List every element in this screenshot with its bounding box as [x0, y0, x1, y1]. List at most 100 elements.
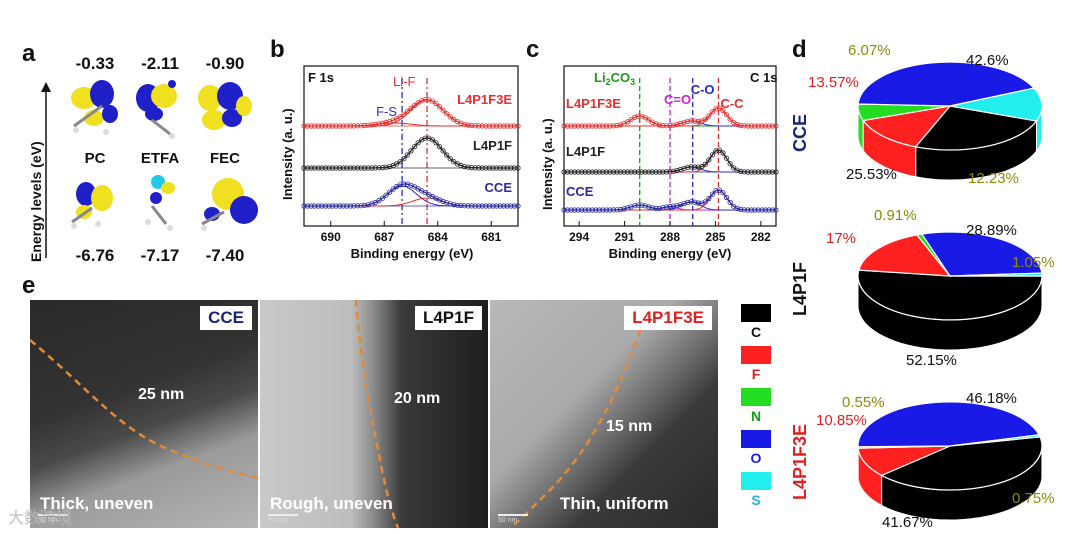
data-point [628, 204, 634, 210]
data-point [383, 192, 389, 198]
data-point [397, 159, 403, 165]
orbital-etfa-homo [145, 175, 175, 231]
pie-slice-O [920, 231, 1043, 277]
series-label-l4p1f3e: L4P1F3E [457, 92, 512, 107]
homo-value-etfa: -7.17 [140, 246, 180, 265]
data-point [390, 186, 396, 192]
data-point [444, 111, 450, 117]
orbital-pc-lumo [71, 80, 118, 135]
pie-slice-C [880, 436, 1043, 491]
legend-s: S [738, 472, 774, 508]
panel-letter-e: e [22, 272, 36, 299]
data-point [447, 114, 453, 120]
tem-thickness-l4p1f3e: 15 nm [606, 418, 653, 435]
x-tick-label-291: 291 [615, 230, 635, 244]
data-point [451, 159, 457, 165]
tem-thickness-l4p1f: 20 nm [394, 390, 441, 407]
orbital-fec-homo [201, 178, 258, 231]
data-point [706, 195, 712, 202]
data-point [702, 199, 708, 205]
data-point [646, 117, 652, 123]
pie-slice-C [857, 269, 1043, 321]
pie-slice-F [858, 234, 952, 277]
series-label-cce: CCE [566, 184, 594, 199]
data-point [713, 148, 719, 154]
data-point [444, 200, 450, 206]
data-point [433, 140, 439, 146]
molecule-label-etfa: ETFA [140, 150, 180, 167]
tem-label-l4p1f3e: L4P1F3E [624, 306, 712, 330]
data-point [628, 116, 634, 123]
pct-cce-c: 25.53% [846, 166, 897, 183]
data-point [408, 105, 414, 112]
data-point [709, 109, 715, 115]
pie-l4p1f [857, 231, 1043, 351]
series-line-L4P1F [564, 149, 776, 173]
x-tick-label-681: 681 [481, 230, 501, 244]
legend-label-o: O [750, 450, 762, 466]
data-point [723, 155, 730, 161]
lumo-value-etfa: -2.11 [141, 54, 179, 73]
data-point [709, 152, 715, 158]
data-point [387, 189, 393, 195]
data-point [458, 120, 464, 126]
series-line-L4P1F3E [564, 107, 776, 127]
legend-f: F [738, 346, 774, 382]
series-line-L4P1F3E [304, 98, 518, 127]
scalebar-cce: 50 nm [38, 514, 68, 524]
tem-thickness-cce: 25 nm [138, 386, 185, 403]
legend-n: N [738, 388, 774, 424]
pie-slice-S [949, 272, 1043, 277]
pie-slice-F [862, 105, 952, 148]
data-point [734, 167, 740, 173]
pie-slice-O [857, 61, 1036, 107]
data-point [632, 114, 638, 121]
orbital-etfa-lumo [136, 80, 177, 139]
pct-cce-n: 6.07% [848, 42, 891, 59]
annotation-c-o: C-O [691, 82, 715, 97]
lumo-value-pc: -0.33 [75, 54, 115, 73]
x-tick-label-294: 294 [569, 230, 589, 244]
data-point [429, 137, 435, 143]
series-label-cce: CCE [485, 180, 513, 195]
annotation-li-f: Li-F [393, 74, 415, 89]
annotation-c-c: C-C [720, 96, 744, 111]
annotation-li2co3: Li2CO3 [594, 70, 635, 87]
legend-label-c: C [750, 324, 762, 340]
pct-l4p1f3e-s: 0.75% [1012, 490, 1055, 507]
series-label-l4p1f3e: L4P1F3E [566, 96, 621, 111]
plot-frame [303, 65, 519, 227]
pie-name-cce: CCE [790, 113, 810, 152]
pie-l4p1f3e [857, 401, 1043, 521]
data-point [720, 190, 726, 196]
legend-label-s: S [751, 492, 761, 508]
data-point [440, 148, 446, 154]
data-point [397, 114, 403, 120]
xps-c1s-chart: 294 291 288 285 282 Li2CO3 C 1s C=O C-O C-C … [561, 65, 779, 261]
data-point [713, 106, 719, 112]
legend-c: C [738, 304, 774, 340]
xps-c-title: C 1s [750, 70, 777, 85]
panel-letter-a: a [22, 40, 36, 67]
data-point [713, 188, 719, 194]
data-point [376, 198, 382, 204]
tem-caption-cce: Thick, uneven [40, 494, 154, 513]
data-point [401, 111, 407, 117]
scalebar-l4p1f3e: 50 nm [498, 514, 528, 524]
data-point [444, 152, 450, 158]
data-point [681, 201, 687, 207]
xps-c-ylabel: Intensity (a. u.) [540, 118, 555, 210]
lumo-value-fec: -0.90 [205, 54, 245, 73]
annotation-c-eq-o: C=O [664, 92, 691, 107]
data-point [433, 100, 439, 107]
tem-image-cce: CCE 25 nm Thick, uneven 50 nm [30, 300, 258, 528]
pie-slice-S [949, 434, 1041, 447]
energy-arrow [41, 82, 51, 258]
tem-image-l4p1f3e: L4P1F3E 15 nm Thin, uniform 50 nm [490, 300, 718, 528]
data-point [727, 161, 733, 167]
xps-f-ylabel: Intensity (a. u.) [280, 108, 295, 200]
data-point [394, 161, 400, 167]
xps-c-xlabel: Binding energy (eV) [609, 246, 732, 261]
pct-cce-s: 12.23% [968, 170, 1019, 187]
tem-caption-l4p1f: Rough, uneven [270, 494, 393, 513]
